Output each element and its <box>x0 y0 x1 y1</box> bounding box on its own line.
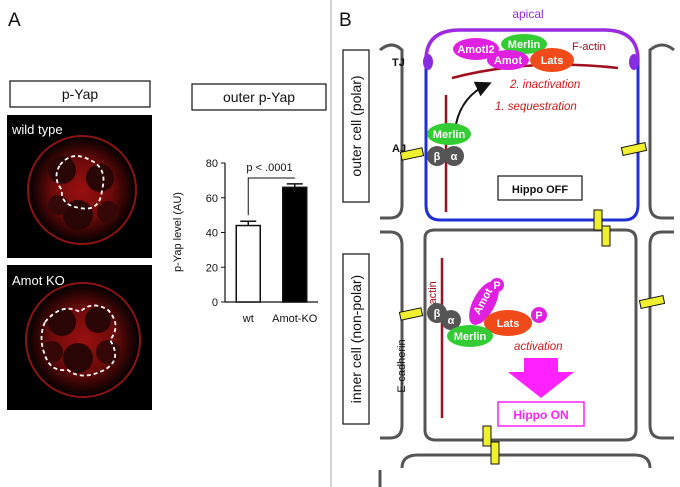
alpha-catenin-inner <box>441 310 461 330</box>
beta-label-inner: β <box>434 308 441 320</box>
p-value: p < .0001 <box>246 162 292 174</box>
panel-a-letter: A <box>8 10 21 31</box>
panel-b-letter: B <box>339 10 352 31</box>
hippo-off-label: Hippo OFF <box>512 184 568 196</box>
neighbor-membranes <box>378 43 675 487</box>
alpha-catenin-outer <box>444 146 464 166</box>
pyap-title: p-Yap <box>62 86 99 102</box>
phospho-lats <box>531 307 547 323</box>
bar-chart: 0 20 40 60 80 wt Amot-KO p < .0001 p-Yap leve… <box>172 158 318 325</box>
outer-factin-label: F-actin <box>572 41 606 53</box>
merlin-junction-protein <box>427 123 471 145</box>
tight-junction-left <box>423 54 433 70</box>
outer-cell-label-box <box>342 49 370 203</box>
p1-label: P <box>493 280 500 292</box>
y-tick-label: 40 <box>206 228 218 240</box>
y-axis-label: p-Yap level (AU) <box>172 192 184 272</box>
lats-protein-inner <box>484 310 532 336</box>
inactivation-label: 2. inactivation <box>509 79 580 91</box>
amotl2-label: Amotl2 <box>457 44 494 56</box>
ecadherin-label: E-cadherin <box>396 339 408 392</box>
y-tick-label: 0 <box>212 297 218 309</box>
outer-cell-label: outer cell (polar) <box>348 75 364 176</box>
chart-title: outer p-Yap <box>223 89 295 105</box>
tj-label: TJ <box>392 57 405 69</box>
x-tick-label: Amot-KO <box>272 313 318 325</box>
merlin-protein-inner <box>447 325 493 347</box>
phospho-amot <box>490 278 504 292</box>
significance-bracket <box>247 177 296 216</box>
amot-label-outer: Amot <box>494 55 522 67</box>
inner-cell-label: inner cell (non-polar) <box>348 275 364 403</box>
inner-cell-outline <box>40 304 117 377</box>
hippo-off-box <box>497 175 583 201</box>
activation-label: activation <box>514 341 563 353</box>
pyap-title-box <box>9 80 151 108</box>
outer-cell-membrane <box>424 54 640 222</box>
bar-wt <box>235 224 261 303</box>
hippo-on-label: Hippo ON <box>513 408 568 422</box>
activation-arrow <box>508 358 574 398</box>
image-ko-label: Amot KO <box>12 273 65 288</box>
inner-cell-outline <box>55 155 105 210</box>
lats-label-inner: Lats <box>497 318 520 330</box>
beta-label-outer: β <box>434 151 441 163</box>
merlin-label-inner: Merlin <box>454 331 487 343</box>
x-tick-label: wt <box>242 313 254 325</box>
adherens-junctions <box>398 141 666 465</box>
bar-Amot-KO <box>282 186 308 303</box>
sequestration-label: 1. sequestration <box>495 101 577 113</box>
apical-label: apical <box>512 7 543 21</box>
lats-label-outer: Lats <box>541 55 564 67</box>
amotl2-protein <box>453 38 499 60</box>
amot-protein-inner <box>469 281 499 325</box>
micrograph-amot-ko: Amot KO <box>7 265 152 410</box>
inner-cell-label-box <box>342 253 370 425</box>
p2-label: P <box>535 310 542 322</box>
tight-junction-right <box>629 54 639 70</box>
y-tick-label: 80 <box>206 158 218 170</box>
merlin-top-protein <box>501 34 547 54</box>
y-tick-label: 20 <box>206 262 218 274</box>
merlin-junction-label: Merlin <box>433 129 466 141</box>
merlin-top-label: Merlin <box>508 39 541 51</box>
hippo-on-box <box>497 401 585 427</box>
sequestration-arrow <box>455 81 492 125</box>
lats-protein-outer <box>530 48 574 72</box>
alpha-label-outer: α <box>451 151 458 163</box>
micrograph-wild-type: wild type <box>7 115 152 258</box>
image-wt-label: wild type <box>11 122 63 137</box>
y-tick-label: 60 <box>206 193 218 205</box>
alpha-label-inner: α <box>448 315 455 327</box>
chart-title-box <box>191 83 327 111</box>
outer-factin-apical <box>451 63 619 80</box>
beta-catenin-outer <box>427 146 447 166</box>
amot-protein-outer <box>487 50 529 70</box>
apical-membrane <box>424 28 640 61</box>
